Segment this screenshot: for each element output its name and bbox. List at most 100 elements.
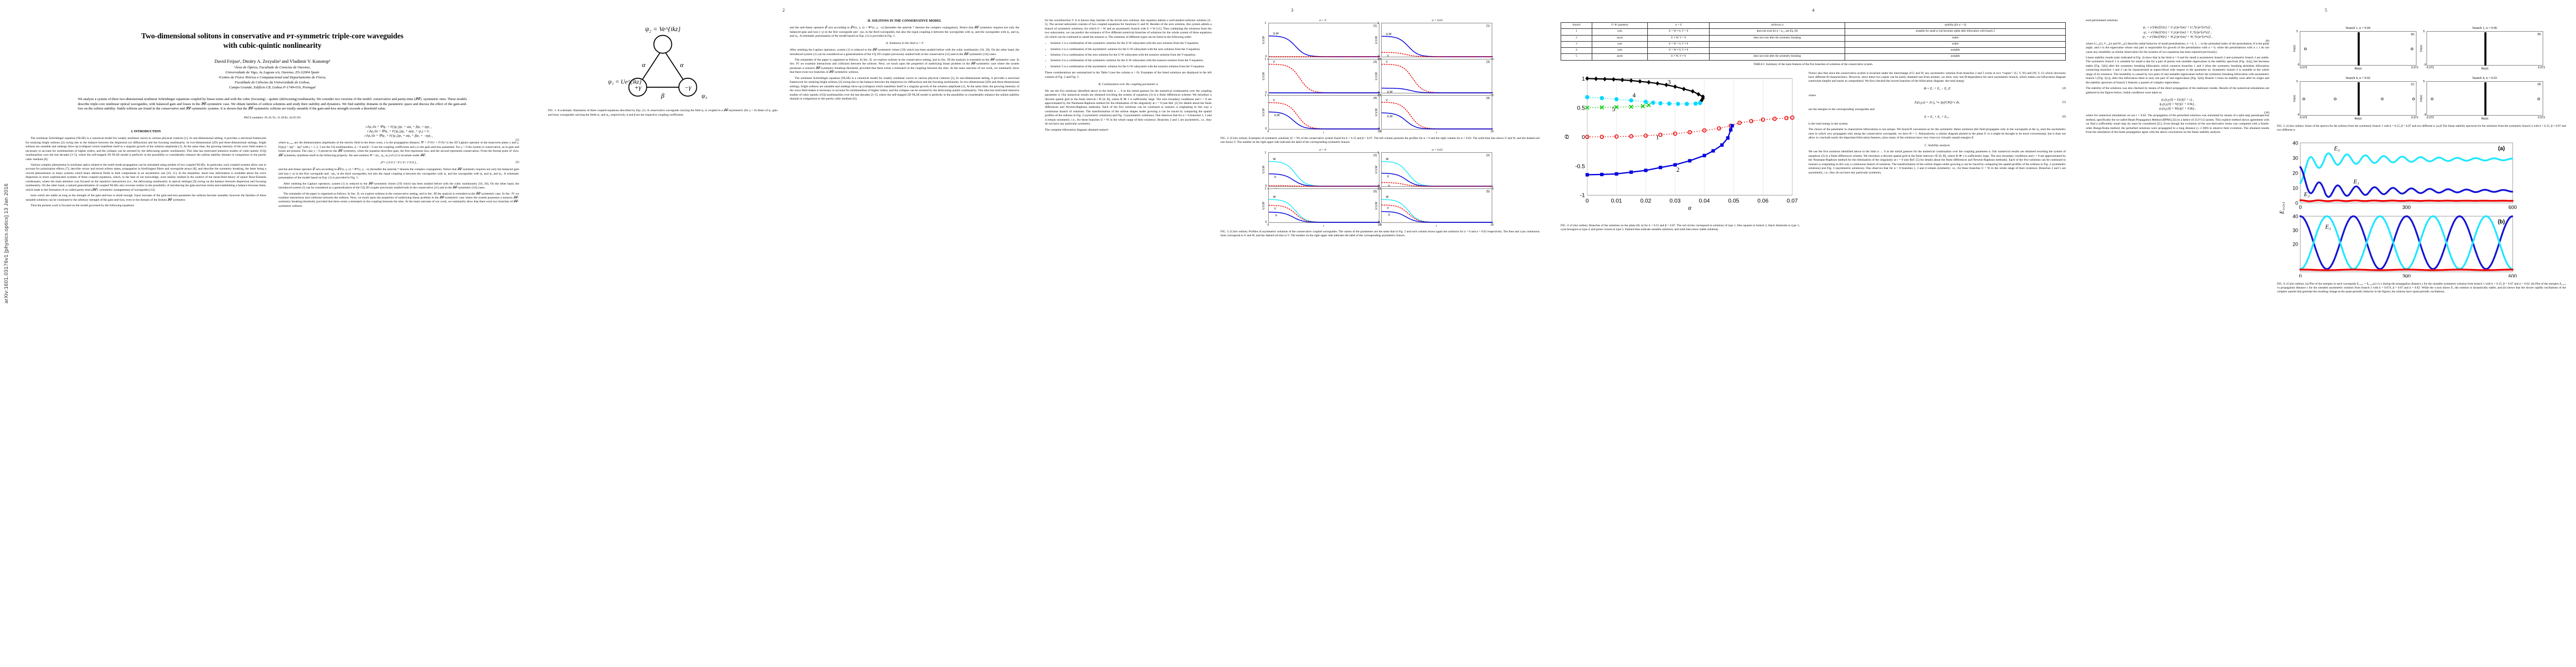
spectrum-panel-label: (d)	[2537, 83, 2541, 86]
data-marker	[1647, 79, 1651, 84]
fig6-ytick: 30	[2293, 155, 2298, 161]
panel-xtick-1: 25	[1378, 94, 1381, 97]
data-marker	[1585, 172, 1589, 177]
panel-ytick-bottom: 0	[1378, 220, 1380, 224]
figure-6: 0 10 20 30 40 0 300 600 (a) E₃ E₁ E₂ 20 30 40 0 300 600 (b…	[2277, 138, 2566, 295]
data-marker	[1620, 77, 1625, 82]
paragraph: After omitting the Laplace operators, sy…	[278, 182, 519, 190]
profile-panel: (1)U,V,Wr10025U,WV	[1262, 22, 1381, 62]
curve-V	[1381, 182, 1493, 187]
xtick-label: 0.06	[1757, 198, 1768, 204]
paragraph: and the anti-linear operator 𝒯 acts acco…	[278, 168, 519, 180]
table-cell	[1709, 47, 1846, 54]
table-cell: U = W ≠ 0, V ≠ 0	[1647, 47, 1710, 54]
data-marker	[1729, 128, 1733, 132]
data-marker	[1687, 130, 1692, 135]
panel-ytick-top: 1	[1264, 58, 1267, 61]
profile-panel: (4) U,V,W r 1 0 0 25 V U,W	[1262, 94, 1381, 135]
paragraph: We use the five solutions identified abo…	[1808, 150, 2066, 175]
author-list: David Feijoo¹, Dmitry A. Zezyulin² and V…	[214, 58, 331, 64]
equation-line: ψ₁(x,y,0) = U(r)(1 + ε) ,	[2161, 98, 2194, 102]
list-item: Solution 2 is a combination of the asymm…	[1050, 48, 1212, 52]
fig3-col-title-left: α = 0	[1319, 148, 1327, 152]
fig2-col-title-right: α = 0.02	[1432, 19, 1443, 22]
data-marker	[1673, 84, 1677, 89]
fig6-series-label: E₁	[2353, 178, 2360, 185]
table-row: 2 asym U ≠ W, V = 0 does not exist after th…	[1560, 34, 2066, 42]
panel-xtick-1: 25	[1377, 130, 1381, 133]
equation-line: ψ₂(x,y,0) = V(r)(1 + 0.9ε) ,	[2159, 103, 2196, 107]
spectrum-panel-label: (c)	[2410, 83, 2414, 86]
fig5-panel-grid: branch 1, α = 0.04 (a) Im(σ) Re(σ) 5 -5 -0.073…	[2277, 27, 2566, 121]
curve-label: U,W	[1386, 33, 1392, 37]
paragraph: is the total energy in the system.	[1808, 122, 1848, 126]
data-marker	[1693, 101, 1698, 106]
spectrum-xtick-min: -0.073	[2299, 66, 2308, 69]
fig6-xtick: 0	[2299, 205, 2301, 210]
curve-V	[1268, 63, 1380, 93]
fig6-series-E₃	[2299, 152, 2514, 184]
paragraph: ered perturbated solutions	[2086, 19, 2118, 22]
profile-panel: (4) U,V,W r 1 0 0 25 V U,W	[1374, 94, 1493, 135]
spectrum-panel-label: (b)	[2537, 33, 2541, 36]
data-marker	[1772, 116, 1777, 121]
curve-label: W	[1386, 196, 1389, 200]
fig1-node-right-label: ψ₃	[701, 93, 707, 99]
data-marker	[1651, 100, 1656, 104]
table-header-cell: U–W symmetry	[1592, 22, 1648, 29]
panel-ytick-bottom: 0	[1265, 220, 1267, 224]
data-marker	[1784, 116, 1789, 120]
data-marker	[1691, 88, 1695, 93]
panel-ytick-top: 1	[1264, 151, 1267, 155]
list-item: Solution 1 is a combination of the symme…	[1050, 42, 1212, 46]
data-marker	[1673, 163, 1677, 167]
equation-tag: (9)	[2265, 39, 2269, 43]
list-item: Solution 4 is a combination of the symme…	[1050, 59, 1212, 63]
equation-line: ψ₃ = e^{ikz}[W(r) + W₁(r)e^{σz} + W₂*(r)…	[2142, 35, 2213, 39]
spectrum-ytick-top: 5	[2296, 80, 2298, 83]
equation-line: ψ₂ = e^{ikz}[V(r) + V₁(r)e^{σz} + V₂*(r)…	[2143, 31, 2212, 34]
panel-ytick-top: 1	[1377, 151, 1379, 155]
table-cell: sym	[1592, 28, 1648, 36]
spectrum-xtick-min: -0.073	[2426, 66, 2434, 69]
data-marker	[1646, 102, 1651, 107]
spectrum-plot	[2430, 82, 2540, 116]
panel-xtick-1: 25	[1378, 187, 1381, 191]
fig1-node-left-label: ψ₁ = Ue^{ikz}	[608, 78, 642, 85]
figure-2: α = 0 α = 0.02 (1)U,V,Wr10025U,WV(1)U,V,…	[1220, 19, 1539, 145]
panel-ytick-top: 1	[1377, 58, 1379, 61]
data-marker	[1673, 131, 1677, 136]
data-marker	[1594, 76, 1598, 81]
panel-ytick-bottom: 0	[1378, 91, 1380, 94]
curve-label: V	[1386, 98, 1388, 102]
curve-V	[1268, 102, 1380, 130]
equation-5: Eⱼ(x,y,z) = 2π ∫₀⁺∞ |ψⱼ(V,W)|² r dr, (5)	[1808, 101, 2066, 105]
panel-ytick-top: 1	[1264, 22, 1267, 25]
spectrum-xtick-max: 0.073	[2538, 66, 2545, 69]
equation-tag: (5)	[2062, 101, 2066, 104]
arxiv-stamp: arXiv:1601.03176v1 [physics.optics] 13 J…	[3, 183, 9, 303]
page-1-body: I. INTRODUCTION The nonlinear Schrödinge…	[26, 125, 519, 614]
fig1-node-top-label: ψ₂ = Ve^{ikz}	[645, 26, 681, 33]
panel-ylabel: U,V,W	[1374, 108, 1378, 116]
equation-9: ψ₁ = e^{ikz}[U(r) + U₁(r)e^{σz} + U₂*(r)…	[2086, 26, 2269, 42]
branch-label: 1	[1656, 134, 1660, 141]
paragraph: The nonlinear Schrödinger equation (NLSE…	[790, 76, 1019, 101]
data-marker	[1600, 134, 1604, 139]
figure-4-caption: FIG. 4: (Color online). Branches of the …	[1561, 223, 1800, 231]
panel-ylabel: U,V,W	[1374, 72, 1378, 80]
data-marker	[1664, 82, 1668, 87]
data-marker	[1676, 101, 1681, 106]
spectrum-panel-title: branch 4, α = 0.03	[2473, 77, 2497, 80]
data-marker	[1615, 172, 1618, 176]
paragraph: After omitting the Laplace operators, sy…	[790, 48, 1019, 56]
fig6-xtick: 300	[2402, 273, 2410, 277]
page-number: 4	[1812, 8, 1815, 13]
eigenvalue-point	[2430, 97, 2434, 101]
spectrum-xlabel: Re(σ)	[2481, 67, 2489, 71]
table-cell: does not exist for α > α₁₂, see Eq. (8)	[1709, 28, 1846, 36]
panel-ytick-bottom: 0	[1265, 55, 1267, 58]
data-marker	[1643, 99, 1648, 104]
subsection-heading-a: A. Solutions in the limit α = 0	[885, 42, 924, 46]
